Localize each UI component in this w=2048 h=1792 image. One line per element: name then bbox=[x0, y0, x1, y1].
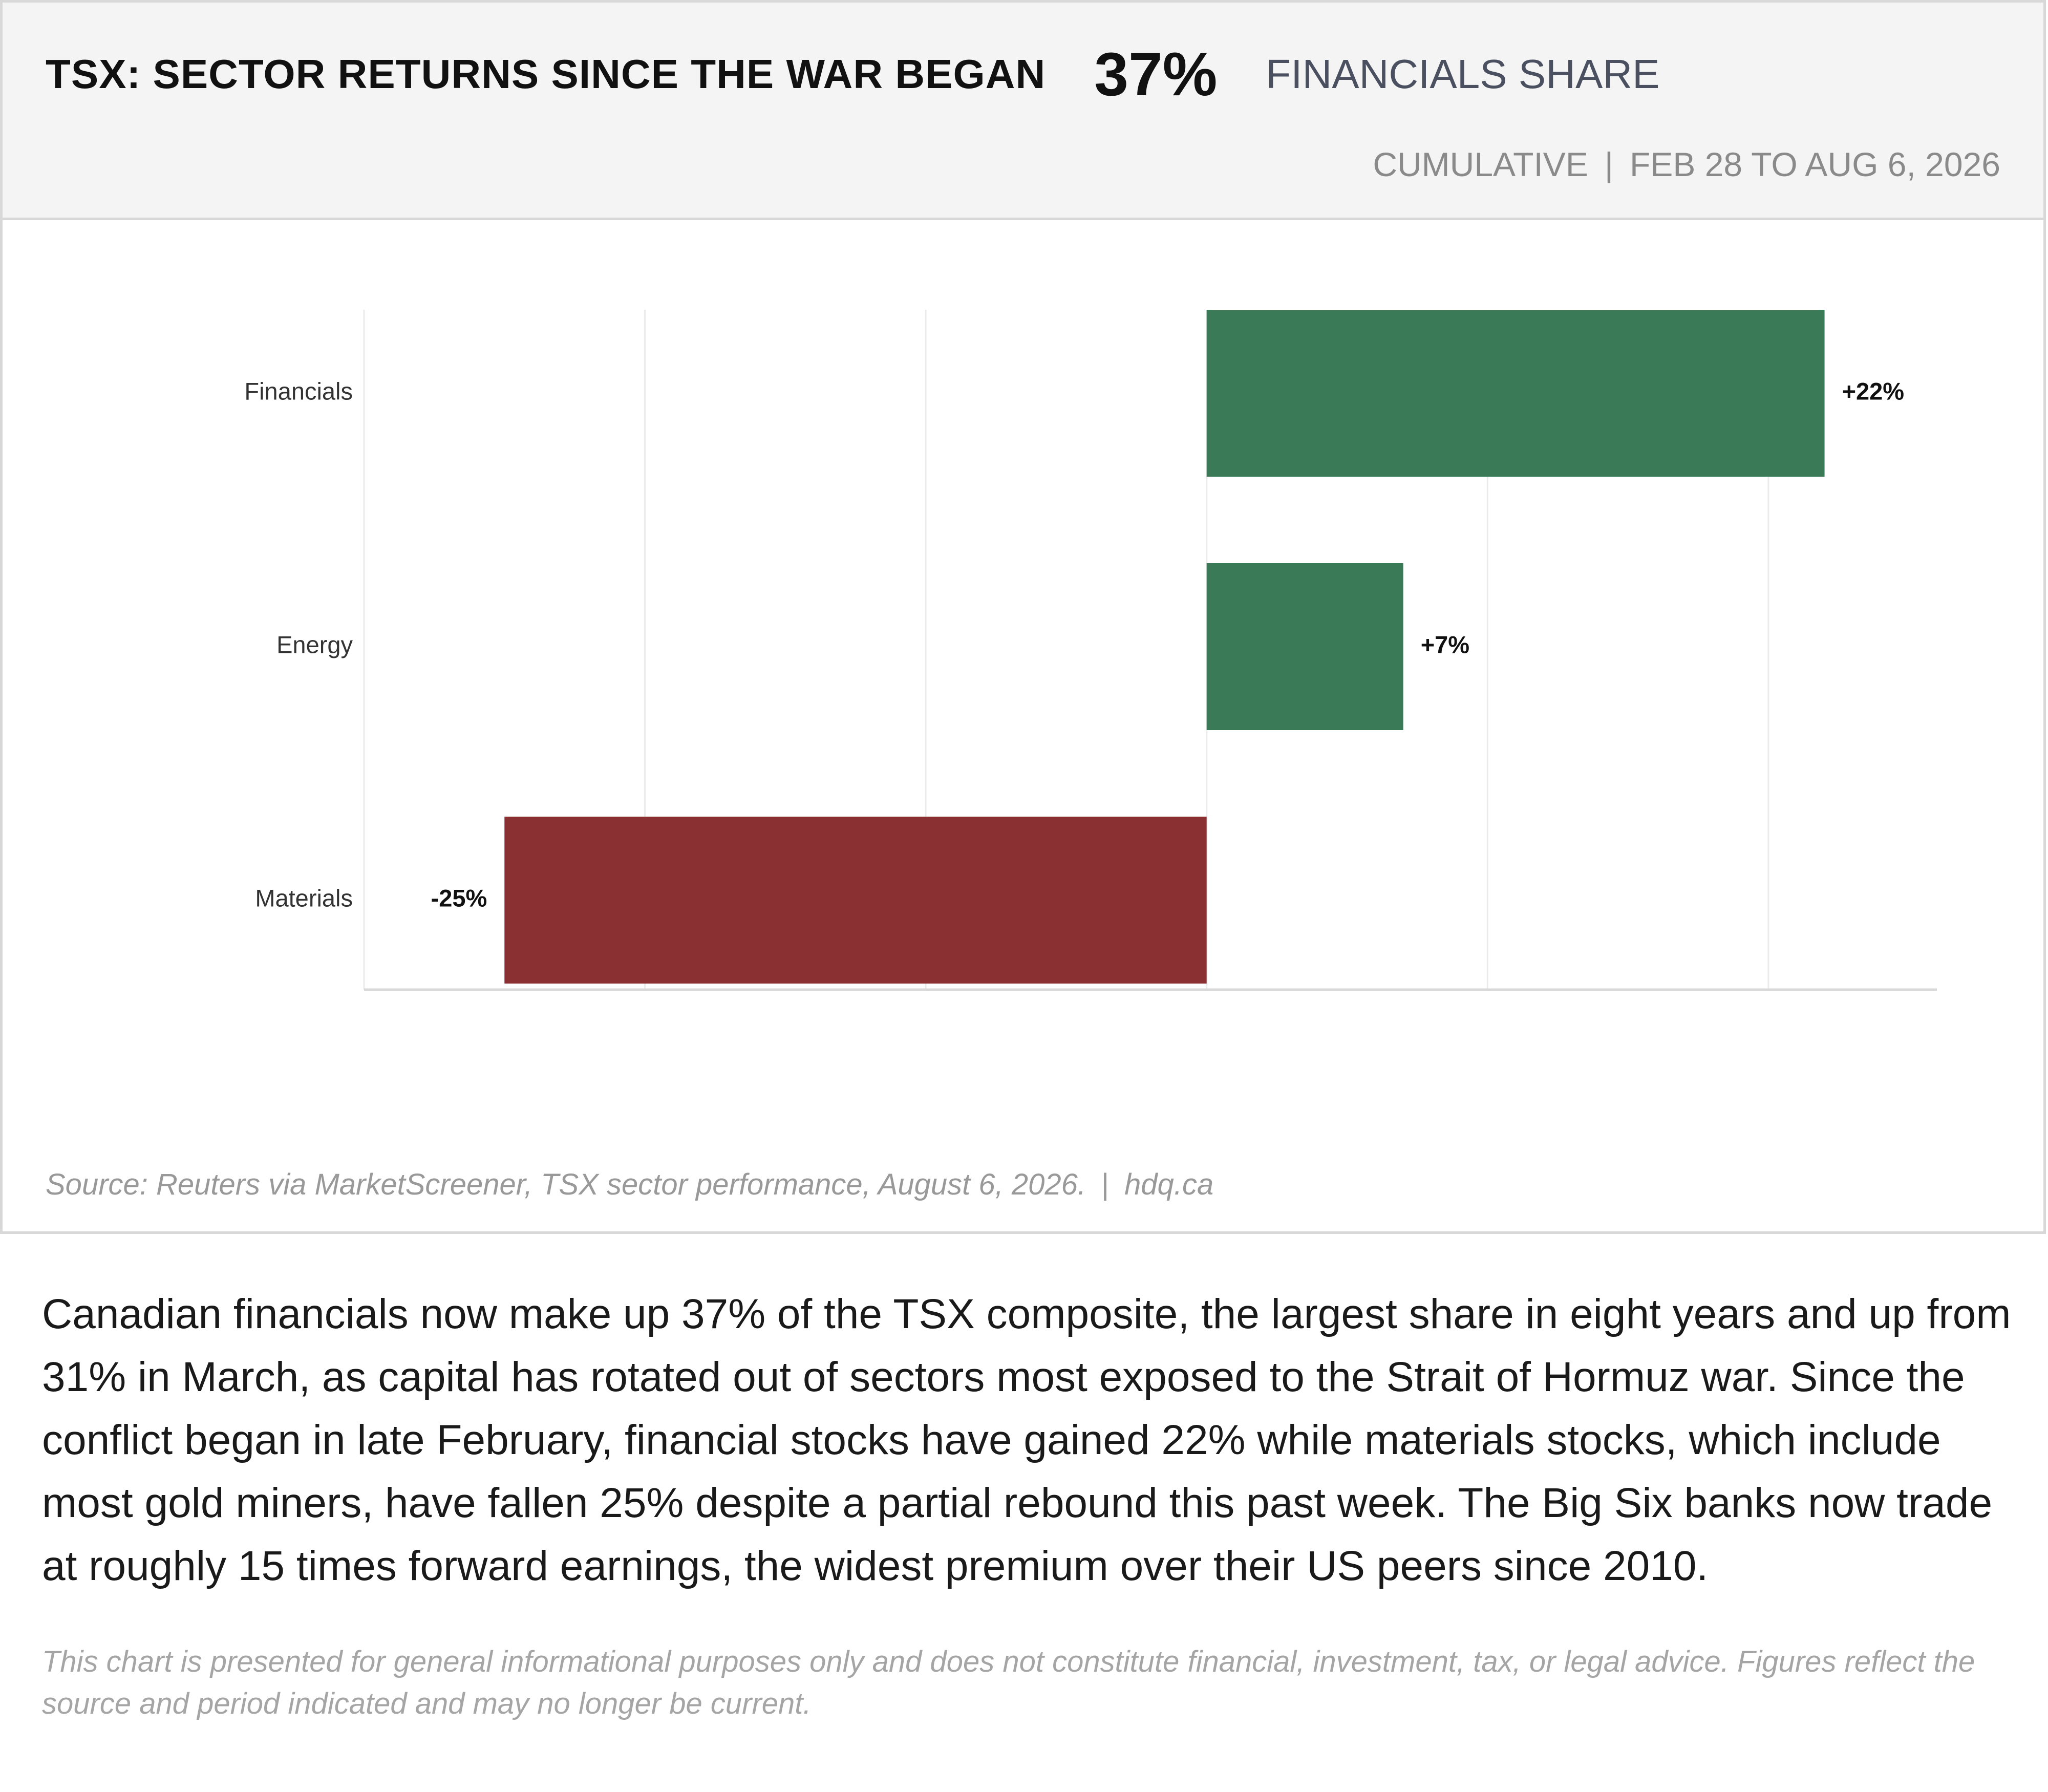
category-label: Materials bbox=[255, 884, 353, 911]
kpi-label: FINANCIALS SHARE bbox=[1266, 51, 1660, 97]
source-site: hdq.ca bbox=[1124, 1168, 1214, 1201]
period-separator: | bbox=[1604, 145, 1614, 183]
source-text: Source: Reuters via MarketScreener, TSX … bbox=[46, 1168, 1086, 1201]
title-row: TSX: SECTOR RETURNS SINCE THE WAR BEGAN … bbox=[46, 28, 1659, 120]
period-range: FEB 28 TO AUG 6, 2026 bbox=[1630, 145, 2000, 183]
bar-materials bbox=[504, 817, 1207, 984]
chart-card: TSX: SECTOR RETURNS SINCE THE WAR BEGAN … bbox=[0, 0, 2046, 1234]
chart-title: TSX: SECTOR RETURNS SINCE THE WAR BEGAN bbox=[46, 51, 1046, 97]
category-label: Financials bbox=[244, 377, 353, 404]
period-subtitle: CUMULATIVE | FEB 28 TO AUG 6, 2026 bbox=[1373, 145, 2000, 184]
bar-layer bbox=[504, 310, 1825, 984]
period-measure: CUMULATIVE bbox=[1373, 145, 1588, 183]
source-note: Source: Reuters via MarketScreener, TSX … bbox=[46, 1167, 1213, 1202]
value-label: +7% bbox=[1421, 631, 1469, 658]
kpi-value: 37% bbox=[1094, 40, 1218, 109]
value-label: -25% bbox=[431, 884, 487, 911]
category-label: Energy bbox=[276, 631, 353, 658]
chart-header: TSX: SECTOR RETURNS SINCE THE WAR BEGAN … bbox=[3, 3, 2043, 220]
bar-energy bbox=[1206, 563, 1403, 730]
bar-financials bbox=[1206, 310, 1825, 477]
summary-paragraph: Canadian financials now make up 37% of t… bbox=[42, 1291, 2011, 1589]
bar-chart: Financials +22% Energy +7% Materials -25% bbox=[244, 310, 1937, 991]
value-label: +22% bbox=[1842, 377, 1905, 404]
source-separator: | bbox=[1101, 1168, 1110, 1201]
disclaimer: This chart is presented for general info… bbox=[42, 1645, 1975, 1720]
label-layer: Financials +22% Energy +7% Materials -25% bbox=[244, 377, 1904, 911]
